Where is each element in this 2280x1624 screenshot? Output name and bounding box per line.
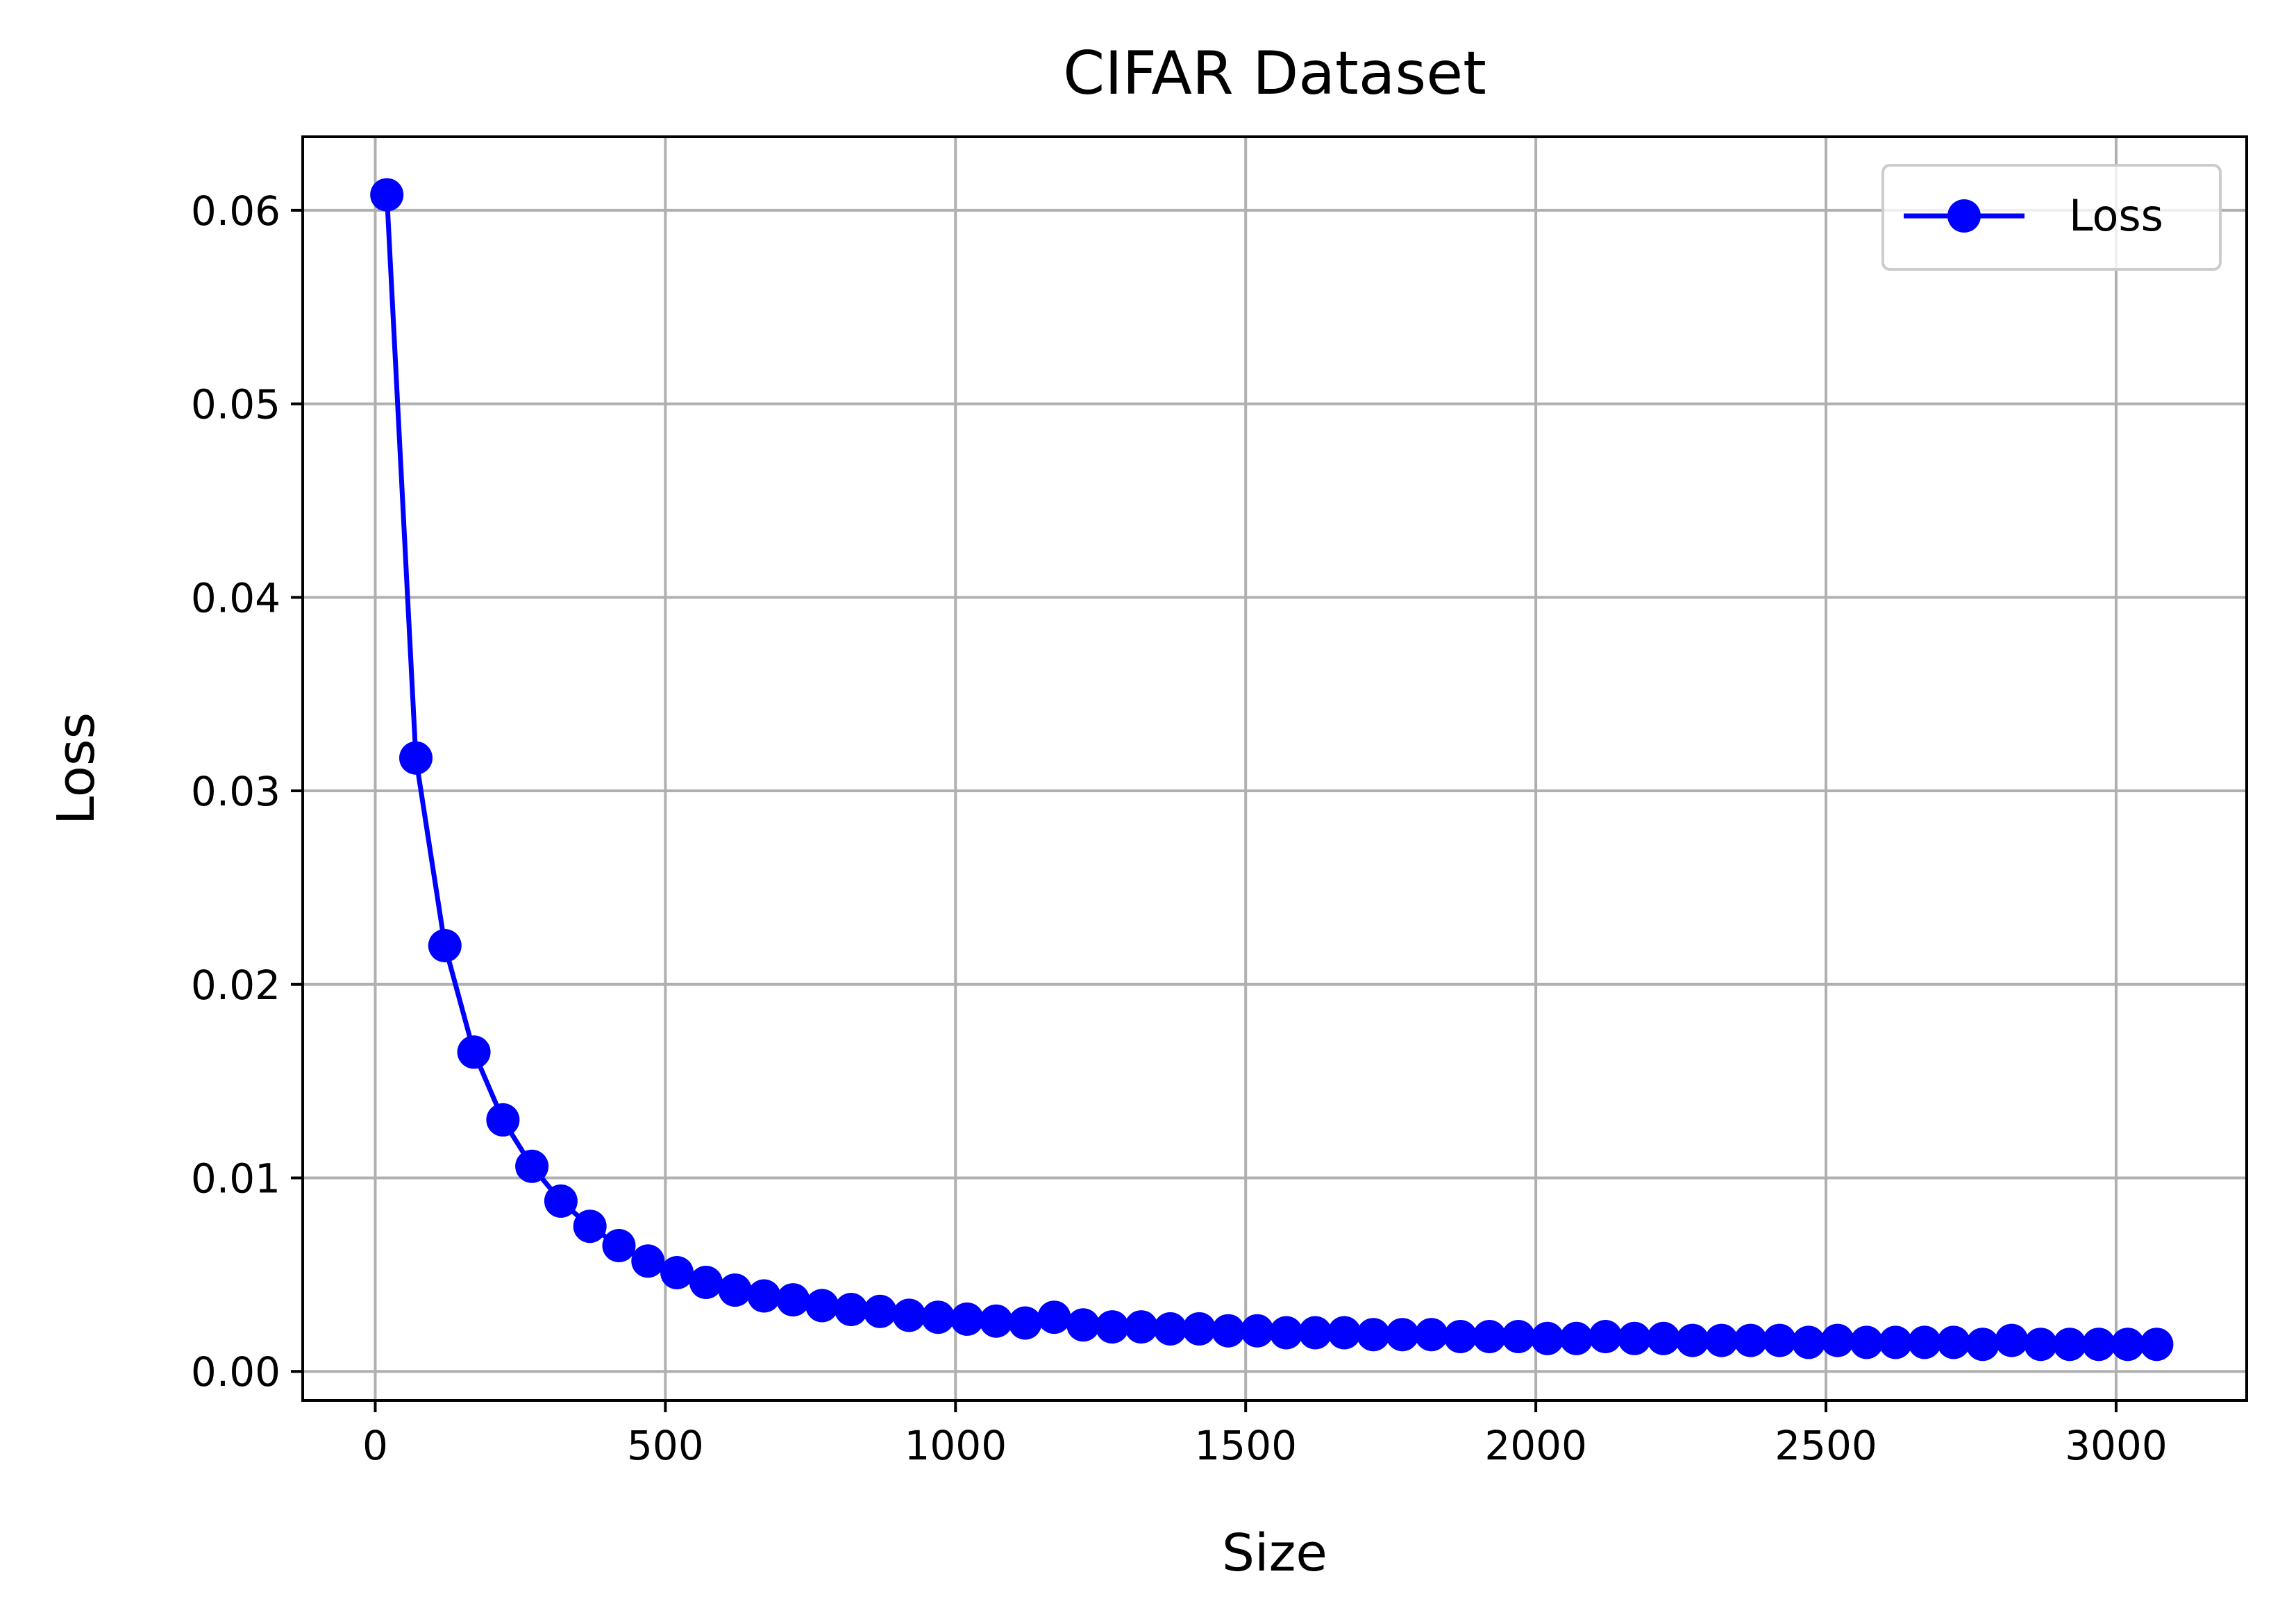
data-point bbox=[2024, 1328, 2058, 1362]
data-point bbox=[747, 1279, 781, 1313]
x-tick-label: 1500 bbox=[1194, 1422, 1297, 1469]
data-point bbox=[1530, 1321, 1564, 1355]
data-point bbox=[689, 1266, 723, 1299]
data-point bbox=[1618, 1321, 1652, 1355]
y-tick-label: 0.04 bbox=[191, 574, 280, 621]
data-point bbox=[457, 1035, 491, 1069]
data-point bbox=[2081, 1328, 2115, 1362]
data-point bbox=[1704, 1323, 1738, 1357]
data-point bbox=[718, 1273, 752, 1307]
data-point bbox=[1414, 1318, 1448, 1352]
data-point bbox=[1357, 1318, 1391, 1352]
y-tick-label: 0.00 bbox=[191, 1348, 280, 1396]
data-point bbox=[1473, 1320, 1507, 1353]
data-point bbox=[950, 1302, 984, 1336]
data-point bbox=[1153, 1312, 1187, 1346]
data-point bbox=[370, 178, 404, 212]
data-point bbox=[1502, 1320, 1535, 1353]
legend: Loss bbox=[1881, 164, 2222, 271]
data-point bbox=[1182, 1312, 1216, 1346]
data-point bbox=[1037, 1300, 1071, 1334]
data-point bbox=[1675, 1323, 1709, 1357]
data-point bbox=[1792, 1325, 1825, 1359]
data-point bbox=[805, 1289, 839, 1323]
data-point bbox=[1269, 1316, 1303, 1350]
y-tick-label: 0.02 bbox=[191, 962, 280, 1009]
data-point bbox=[1589, 1320, 1623, 1353]
data-point bbox=[1124, 1310, 1158, 1344]
data-point bbox=[1908, 1325, 1942, 1359]
y-tick-label: 0.03 bbox=[191, 768, 280, 815]
data-point bbox=[428, 929, 462, 962]
x-tick-label: 3000 bbox=[2065, 1422, 2168, 1469]
legend-box bbox=[1881, 164, 2222, 271]
data-point bbox=[399, 741, 433, 775]
data-point bbox=[1995, 1323, 2029, 1357]
y-tick-label: 0.05 bbox=[191, 381, 280, 428]
data-point bbox=[1763, 1323, 1797, 1357]
data-point bbox=[1212, 1314, 1246, 1348]
series-loss bbox=[370, 178, 2174, 1362]
x-tick-label: 0 bbox=[362, 1422, 388, 1469]
legend-marker bbox=[1947, 199, 1981, 233]
data-point bbox=[1327, 1316, 1361, 1350]
data-point bbox=[1559, 1321, 1593, 1355]
y-tick-label: 0.06 bbox=[191, 187, 280, 235]
data-point bbox=[631, 1244, 665, 1278]
data-point bbox=[1850, 1325, 1884, 1359]
data-point bbox=[2140, 1328, 2174, 1362]
data-point bbox=[486, 1103, 520, 1137]
data-point bbox=[1965, 1328, 2000, 1362]
data-point bbox=[863, 1294, 897, 1328]
y-tick-label: 0.01 bbox=[191, 1155, 280, 1202]
plot-frame bbox=[301, 135, 2248, 1402]
data-point bbox=[776, 1283, 810, 1317]
x-tick-label: 2000 bbox=[1484, 1422, 1587, 1469]
data-point bbox=[544, 1184, 578, 1218]
data-point bbox=[921, 1300, 955, 1334]
data-point bbox=[1647, 1321, 1680, 1355]
data-point bbox=[979, 1304, 1013, 1338]
x-axis: 0 500 1000 1500 2000 2500 3000 bbox=[362, 1400, 2168, 1469]
x-tick-label: 500 bbox=[627, 1422, 704, 1469]
data-point bbox=[1096, 1310, 1129, 1344]
data-point bbox=[1298, 1316, 1332, 1350]
chart-title: CIFAR Dataset bbox=[1063, 39, 1486, 108]
data-point bbox=[834, 1293, 868, 1326]
data-point bbox=[892, 1298, 926, 1332]
x-tick-label: 2500 bbox=[1775, 1422, 1877, 1469]
legend-label-loss: Loss bbox=[2069, 190, 2163, 241]
data-point bbox=[2053, 1328, 2087, 1362]
y-axis-label: Loss bbox=[47, 712, 106, 825]
grid bbox=[303, 137, 2247, 1400]
data-point bbox=[1240, 1314, 1274, 1348]
x-axis-label: Size bbox=[1222, 1523, 1327, 1583]
data-point bbox=[1066, 1308, 1100, 1342]
data-point bbox=[660, 1256, 694, 1289]
y-axis: 0.00 0.01 0.02 0.03 0.04 0.05 0.06 bbox=[191, 187, 303, 1396]
data-point bbox=[1879, 1325, 1913, 1359]
data-point bbox=[1443, 1320, 1477, 1353]
data-point bbox=[602, 1229, 636, 1262]
data-point bbox=[1734, 1323, 1768, 1357]
data-point bbox=[1008, 1306, 1042, 1340]
data-point bbox=[1820, 1323, 1854, 1357]
data-point bbox=[573, 1209, 607, 1244]
data-point bbox=[2111, 1328, 2145, 1362]
data-point bbox=[515, 1149, 549, 1183]
data-point bbox=[1385, 1318, 1419, 1352]
data-point bbox=[1936, 1325, 1970, 1359]
x-tick-label: 1000 bbox=[904, 1422, 1007, 1469]
